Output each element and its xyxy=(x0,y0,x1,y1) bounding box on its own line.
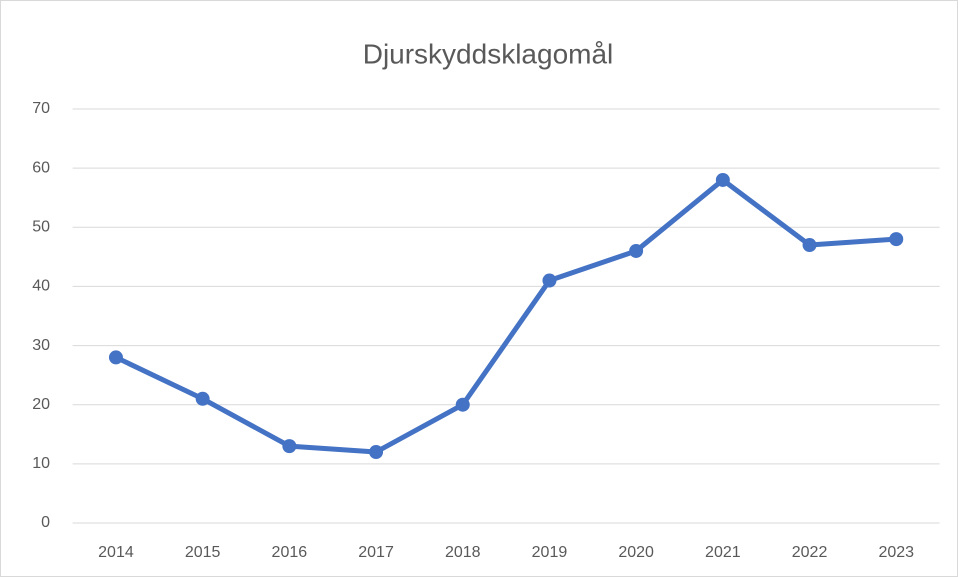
chart-title: Djurskyddsklagomål xyxy=(363,38,614,69)
y-tick-label: 30 xyxy=(32,337,50,354)
y-tick-label: 0 xyxy=(41,514,50,531)
x-tick-label: 2023 xyxy=(878,544,914,561)
x-tick-label: 2017 xyxy=(358,544,394,561)
x-tick-label: 2016 xyxy=(272,544,308,561)
x-tick-label: 2020 xyxy=(618,544,654,561)
x-tick-label: 2014 xyxy=(98,544,134,561)
series-line xyxy=(113,177,899,455)
y-tick-label: 10 xyxy=(32,455,50,472)
x-tick-label: 2019 xyxy=(532,544,568,561)
data-point xyxy=(455,397,470,412)
y-tick-label: 20 xyxy=(32,396,50,413)
data-point xyxy=(195,391,210,406)
y-tick-label: 70 xyxy=(32,100,50,117)
data-point xyxy=(629,243,644,258)
data-point xyxy=(282,439,297,454)
data-point xyxy=(802,238,817,253)
x-tick-label: 2018 xyxy=(445,544,481,561)
x-tick-label: 2015 xyxy=(185,544,221,561)
y-tick-label: 40 xyxy=(32,278,50,295)
data-point xyxy=(715,172,730,187)
x-tick-label: 2022 xyxy=(792,544,828,561)
data-point xyxy=(542,273,557,288)
x-tick-label: 2021 xyxy=(705,544,741,561)
y-tick-label: 50 xyxy=(32,219,50,236)
data-point xyxy=(369,445,384,460)
data-point xyxy=(108,350,123,365)
data-point xyxy=(889,232,904,247)
y-tick-label: 60 xyxy=(32,159,50,176)
